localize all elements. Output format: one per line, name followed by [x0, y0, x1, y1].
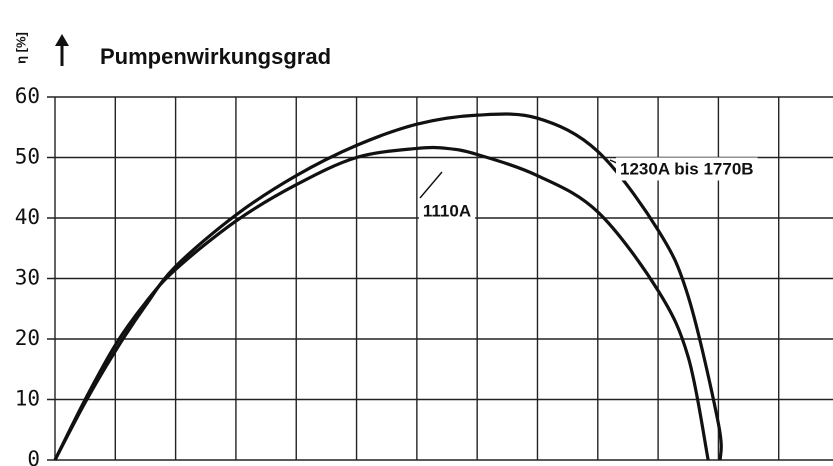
y-tick-label: 20: [15, 326, 40, 350]
curve-label: 1230A bis 1770B: [620, 159, 754, 178]
label-background: [418, 199, 476, 223]
y-tick-label: 30: [15, 266, 40, 290]
y-tick-label: 0: [27, 447, 40, 466]
leader-line: [419, 171, 443, 199]
y-tick-label: 10: [15, 387, 40, 411]
y-arrow: [55, 34, 69, 66]
curve: [53, 112, 723, 461]
y-tick-label: 60: [15, 84, 40, 108]
y-axis-label: η [%]: [13, 32, 28, 64]
y-tick-label: 40: [15, 205, 40, 229]
y-tick-label: 50: [15, 145, 40, 169]
chart-title: Pumpenwirkungsgrad: [100, 44, 331, 69]
curve-label: 1110A: [423, 201, 471, 220]
curve: [53, 145, 710, 461]
label-background: [616, 157, 758, 181]
